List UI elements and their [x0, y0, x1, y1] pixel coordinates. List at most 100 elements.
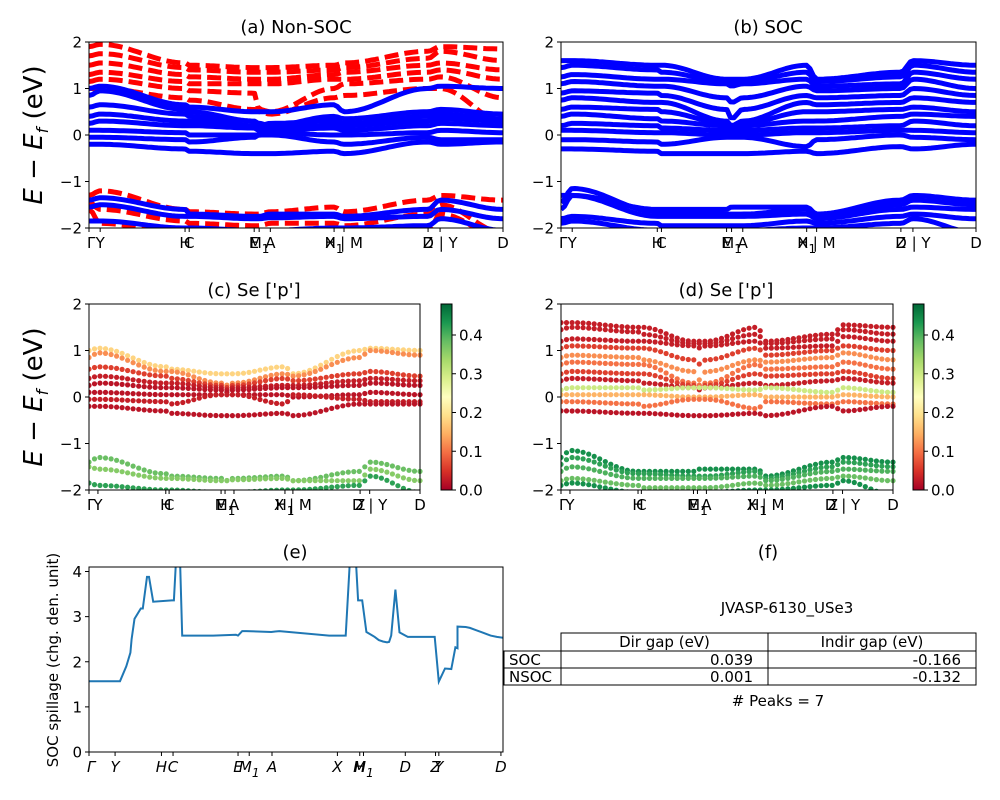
band-point	[741, 473, 747, 480]
band-point	[713, 356, 719, 362]
band-point	[774, 482, 780, 488]
band-point	[602, 400, 608, 406]
band-point	[340, 357, 346, 363]
x-tick-label: Γ	[87, 234, 96, 252]
colorbar-tick-label: 0.2	[931, 404, 955, 422]
band-point	[296, 478, 302, 484]
band-point	[251, 368, 258, 374]
band-point	[602, 485, 608, 490]
band-point	[646, 338, 653, 345]
band-point	[575, 320, 581, 326]
band-point	[334, 373, 340, 379]
band-point	[185, 367, 191, 374]
band-point	[561, 354, 564, 361]
band-point	[130, 355, 136, 361]
band-point	[411, 373, 418, 379]
band-point	[702, 466, 708, 472]
band-point	[147, 486, 153, 490]
band-point	[741, 387, 747, 393]
band-point	[779, 351, 785, 358]
band-point	[307, 411, 313, 417]
band-point	[835, 461, 841, 468]
band-point	[563, 399, 570, 405]
panel-c-ylabel: E − Ef (eV)	[19, 327, 52, 466]
band-point	[763, 413, 769, 419]
band-point	[790, 386, 797, 392]
x-tick-label: C	[164, 496, 174, 514]
band-point	[619, 361, 625, 367]
band-point	[301, 478, 307, 484]
table-cell	[767, 667, 977, 686]
panel-c-colorbar: 0.00.10.20.30.4	[440, 303, 483, 500]
band-point	[624, 354, 631, 360]
x-tick-label: Γ	[87, 758, 97, 776]
band-point	[790, 357, 797, 363]
band-point	[400, 475, 406, 481]
band-point	[790, 372, 797, 378]
band-point	[646, 332, 653, 338]
band-point	[102, 364, 109, 370]
band-point	[652, 333, 658, 339]
band-point	[613, 392, 619, 398]
band-point	[763, 359, 769, 365]
band-point	[879, 394, 885, 400]
x-tick-label: H	[632, 496, 643, 514]
band-point	[569, 385, 575, 391]
band-point	[829, 364, 835, 370]
band-point	[569, 399, 575, 405]
band-point	[862, 475, 868, 481]
band-point	[251, 395, 258, 401]
band-point	[207, 393, 213, 399]
band-point	[763, 394, 769, 400]
band-point	[707, 485, 713, 490]
band-point	[707, 385, 714, 391]
band-point	[136, 398, 142, 404]
x-tick-label: Y	[110, 758, 121, 776]
band-point	[630, 401, 636, 407]
band-point	[829, 468, 835, 474]
band-point	[757, 357, 763, 363]
band-point	[652, 339, 658, 345]
band-point	[729, 471, 736, 477]
band-point	[635, 392, 642, 398]
band-point	[746, 325, 752, 331]
band-point	[602, 479, 608, 485]
band-point	[685, 468, 691, 474]
band-point	[169, 368, 175, 375]
band-point	[384, 390, 390, 396]
band-point	[229, 413, 235, 419]
band-point	[586, 336, 592, 342]
band-point	[868, 329, 874, 335]
band-point	[796, 365, 802, 371]
band-point	[741, 333, 747, 339]
band-point	[796, 394, 802, 400]
band-point	[119, 375, 125, 381]
band-point	[663, 393, 669, 399]
band-point	[652, 387, 658, 393]
band-point	[395, 401, 401, 407]
band-point	[561, 378, 564, 384]
band-point	[163, 392, 169, 398]
band-point	[158, 399, 164, 405]
band-point	[411, 347, 418, 353]
band-point	[163, 368, 169, 374]
band-point	[224, 413, 230, 419]
band-point	[329, 383, 335, 389]
band-point	[696, 396, 702, 402]
band-point	[884, 357, 891, 363]
band-point	[658, 349, 664, 355]
band-point	[735, 466, 741, 472]
band-point	[89, 347, 92, 354]
table-row-label: SOC	[509, 651, 541, 669]
band-point	[367, 375, 373, 381]
band-point	[351, 371, 357, 377]
band-point	[345, 382, 351, 389]
band-point	[125, 461, 131, 467]
band-point	[840, 368, 846, 374]
band-point	[851, 455, 857, 461]
band-point	[125, 376, 131, 382]
band-spin-up-4	[89, 118, 503, 133]
band-point	[724, 353, 730, 359]
band-point	[752, 362, 758, 368]
band-point	[251, 476, 258, 482]
